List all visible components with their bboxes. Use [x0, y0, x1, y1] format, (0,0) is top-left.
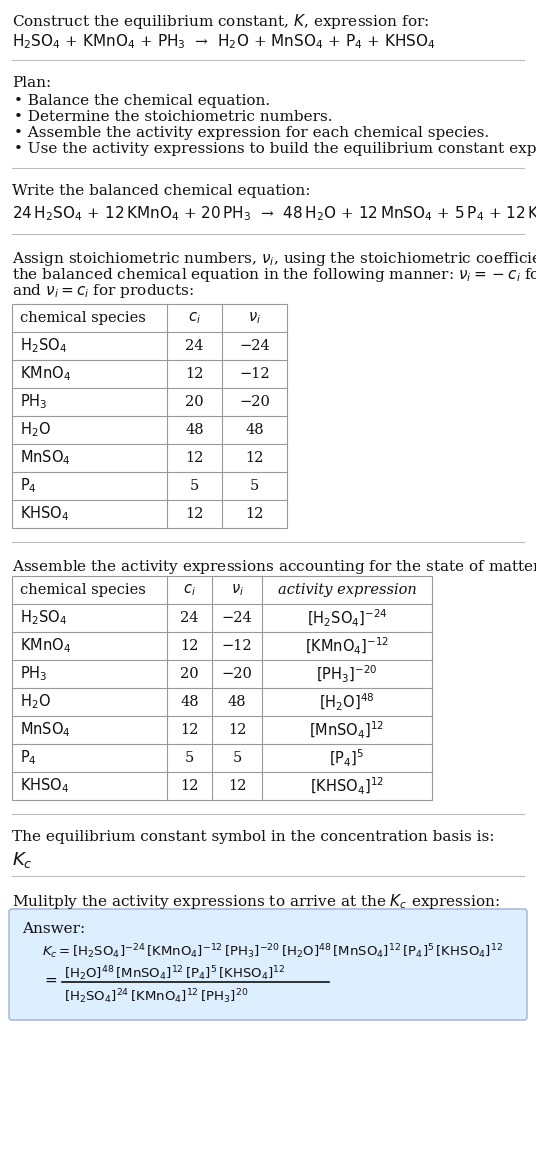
Text: Answer:: Answer:: [22, 922, 85, 936]
Text: • Assemble the activity expression for each chemical species.: • Assemble the activity expression for e…: [14, 126, 489, 140]
Text: $\mathrm{P_4}$: $\mathrm{P_4}$: [20, 476, 37, 495]
Text: 5: 5: [190, 478, 199, 492]
Text: −20: −20: [221, 668, 252, 682]
Text: −12: −12: [239, 366, 270, 380]
Text: • Use the activity expressions to build the equilibrium constant expression.: • Use the activity expressions to build …: [14, 142, 536, 156]
Text: $\mathrm{P_4}$: $\mathrm{P_4}$: [20, 749, 37, 768]
Text: $K_c = [\mathrm{H_2SO_4}]^{-24}\,[\mathrm{KMnO_4}]^{-12}\,[\mathrm{PH_3}]^{-20}\: $K_c = [\mathrm{H_2SO_4}]^{-24}\,[\mathr…: [42, 942, 503, 960]
Text: chemical species: chemical species: [20, 584, 146, 598]
Text: $24\,\mathrm{H_2SO_4}$ + $12\,\mathrm{KMnO_4}$ + $20\,\mathrm{PH_3}$  →  $48\,\m: $24\,\mathrm{H_2SO_4}$ + $12\,\mathrm{KM…: [12, 204, 536, 223]
Text: Mulitply the activity expressions to arrive at the $K_c$ expression:: Mulitply the activity expressions to arr…: [12, 892, 500, 911]
Text: 48: 48: [245, 422, 264, 436]
Text: $\mathrm{KHSO_4}$: $\mathrm{KHSO_4}$: [20, 777, 70, 796]
Text: −24: −24: [221, 612, 252, 626]
Bar: [12, 303, 287, 527]
Bar: [12, 576, 432, 801]
Text: Plan:: Plan:: [12, 76, 51, 90]
Text: 5: 5: [185, 752, 194, 766]
Text: $K_c$: $K_c$: [12, 850, 33, 871]
Text: $[\mathrm{H_2SO_4}]^{-24}$: $[\mathrm{H_2SO_4}]^{-24}$: [307, 608, 388, 629]
Text: $\mathrm{MnSO_4}$: $\mathrm{MnSO_4}$: [20, 721, 71, 740]
Text: $\mathrm{MnSO_4}$: $\mathrm{MnSO_4}$: [20, 448, 71, 467]
Text: $[\mathrm{KHSO_4}]^{12}$: $[\mathrm{KHSO_4}]^{12}$: [310, 775, 384, 797]
Text: 12: 12: [185, 450, 204, 464]
Text: 48: 48: [180, 696, 199, 710]
Text: $[\mathrm{MnSO_4}]^{12}$: $[\mathrm{MnSO_4}]^{12}$: [309, 719, 385, 741]
Text: $\mathrm{H_2O}$: $\mathrm{H_2O}$: [20, 693, 51, 712]
Text: $[\mathrm{H_2O}]^{48}\,[\mathrm{MnSO_4}]^{12}\,[\mathrm{P_4}]^{5}\,[\mathrm{KHSO: $[\mathrm{H_2O}]^{48}\,[\mathrm{MnSO_4}]…: [64, 964, 286, 983]
Text: $\mathrm{KMnO_4}$: $\mathrm{KMnO_4}$: [20, 364, 71, 383]
Text: −24: −24: [239, 338, 270, 352]
Text: 12: 12: [245, 450, 264, 464]
Text: $\mathrm{PH_3}$: $\mathrm{PH_3}$: [20, 665, 48, 684]
Text: • Determine the stoichiometric numbers.: • Determine the stoichiometric numbers.: [14, 110, 332, 124]
Text: 24: 24: [180, 612, 199, 626]
Text: 5: 5: [250, 478, 259, 492]
Text: $\mathrm{PH_3}$: $\mathrm{PH_3}$: [20, 392, 48, 411]
Text: $[\mathrm{PH_3}]^{-20}$: $[\mathrm{PH_3}]^{-20}$: [316, 664, 378, 685]
Text: 5: 5: [233, 752, 242, 766]
Text: $\mathrm{KHSO_4}$: $\mathrm{KHSO_4}$: [20, 504, 70, 523]
Text: and $\nu_i = c_i$ for products:: and $\nu_i = c_i$ for products:: [12, 282, 193, 300]
FancyBboxPatch shape: [9, 909, 527, 1020]
Text: $\nu_i$: $\nu_i$: [230, 582, 243, 598]
Text: 24: 24: [185, 338, 204, 352]
Text: $\mathrm{H_2O}$: $\mathrm{H_2O}$: [20, 420, 51, 439]
Text: 12: 12: [180, 724, 199, 738]
Text: $c_i$: $c_i$: [183, 582, 196, 598]
Text: 12: 12: [185, 506, 204, 520]
Text: $\mathrm{KMnO_4}$: $\mathrm{KMnO_4}$: [20, 637, 71, 656]
Text: −12: −12: [222, 640, 252, 654]
Text: 48: 48: [185, 422, 204, 436]
Text: Assign stoichiometric numbers, $\nu_i$, using the stoichiometric coefficients, $: Assign stoichiometric numbers, $\nu_i$, …: [12, 250, 536, 268]
Text: −20: −20: [239, 394, 270, 408]
Text: 12: 12: [180, 780, 199, 794]
Text: 12: 12: [180, 640, 199, 654]
Text: $c_i$: $c_i$: [188, 310, 201, 326]
Text: chemical species: chemical species: [20, 310, 146, 324]
Text: $\mathrm{H_2SO_4}$: $\mathrm{H_2SO_4}$: [20, 609, 67, 628]
Text: $\mathrm{H_2SO_4}$: $\mathrm{H_2SO_4}$: [20, 336, 67, 355]
Text: The equilibrium constant symbol in the concentration basis is:: The equilibrium constant symbol in the c…: [12, 830, 495, 844]
Text: $[\mathrm{H_2O}]^{48}$: $[\mathrm{H_2O}]^{48}$: [319, 692, 375, 713]
Text: 20: 20: [180, 668, 199, 682]
Text: the balanced chemical equation in the following manner: $\nu_i = -c_i$ for react: the balanced chemical equation in the fo…: [12, 266, 536, 284]
Text: $[\mathrm{KMnO_4}]^{-12}$: $[\mathrm{KMnO_4}]^{-12}$: [305, 636, 389, 657]
Text: 20: 20: [185, 394, 204, 408]
Text: 12: 12: [228, 780, 246, 794]
Text: Write the balanced chemical equation:: Write the balanced chemical equation:: [12, 184, 310, 198]
Text: 12: 12: [245, 506, 264, 520]
Text: $\mathrm{H_2SO_4}$ + $\mathrm{KMnO_4}$ + $\mathrm{PH_3}$  →  $\mathrm{H_2O}$ + $: $\mathrm{H_2SO_4}$ + $\mathrm{KMnO_4}$ +…: [12, 32, 436, 50]
Text: Assemble the activity expressions accounting for the state of matter and $\nu_i$: Assemble the activity expressions accoun…: [12, 558, 536, 576]
Text: $\nu_i$: $\nu_i$: [248, 310, 261, 326]
Text: 12: 12: [228, 724, 246, 738]
Text: Construct the equilibrium constant, $K$, expression for:: Construct the equilibrium constant, $K$,…: [12, 12, 429, 32]
Text: 48: 48: [228, 696, 247, 710]
Text: 12: 12: [185, 366, 204, 380]
Text: $[\mathrm{H_2SO_4}]^{24}\,[\mathrm{KMnO_4}]^{12}\,[\mathrm{PH_3}]^{20}$: $[\mathrm{H_2SO_4}]^{24}\,[\mathrm{KMnO_…: [64, 987, 248, 1006]
Text: • Balance the chemical equation.: • Balance the chemical equation.: [14, 95, 270, 109]
Text: $[\mathrm{P_4}]^{5}$: $[\mathrm{P_4}]^{5}$: [330, 747, 364, 769]
Text: $=$: $=$: [42, 973, 58, 987]
Text: activity expression: activity expression: [278, 584, 416, 598]
